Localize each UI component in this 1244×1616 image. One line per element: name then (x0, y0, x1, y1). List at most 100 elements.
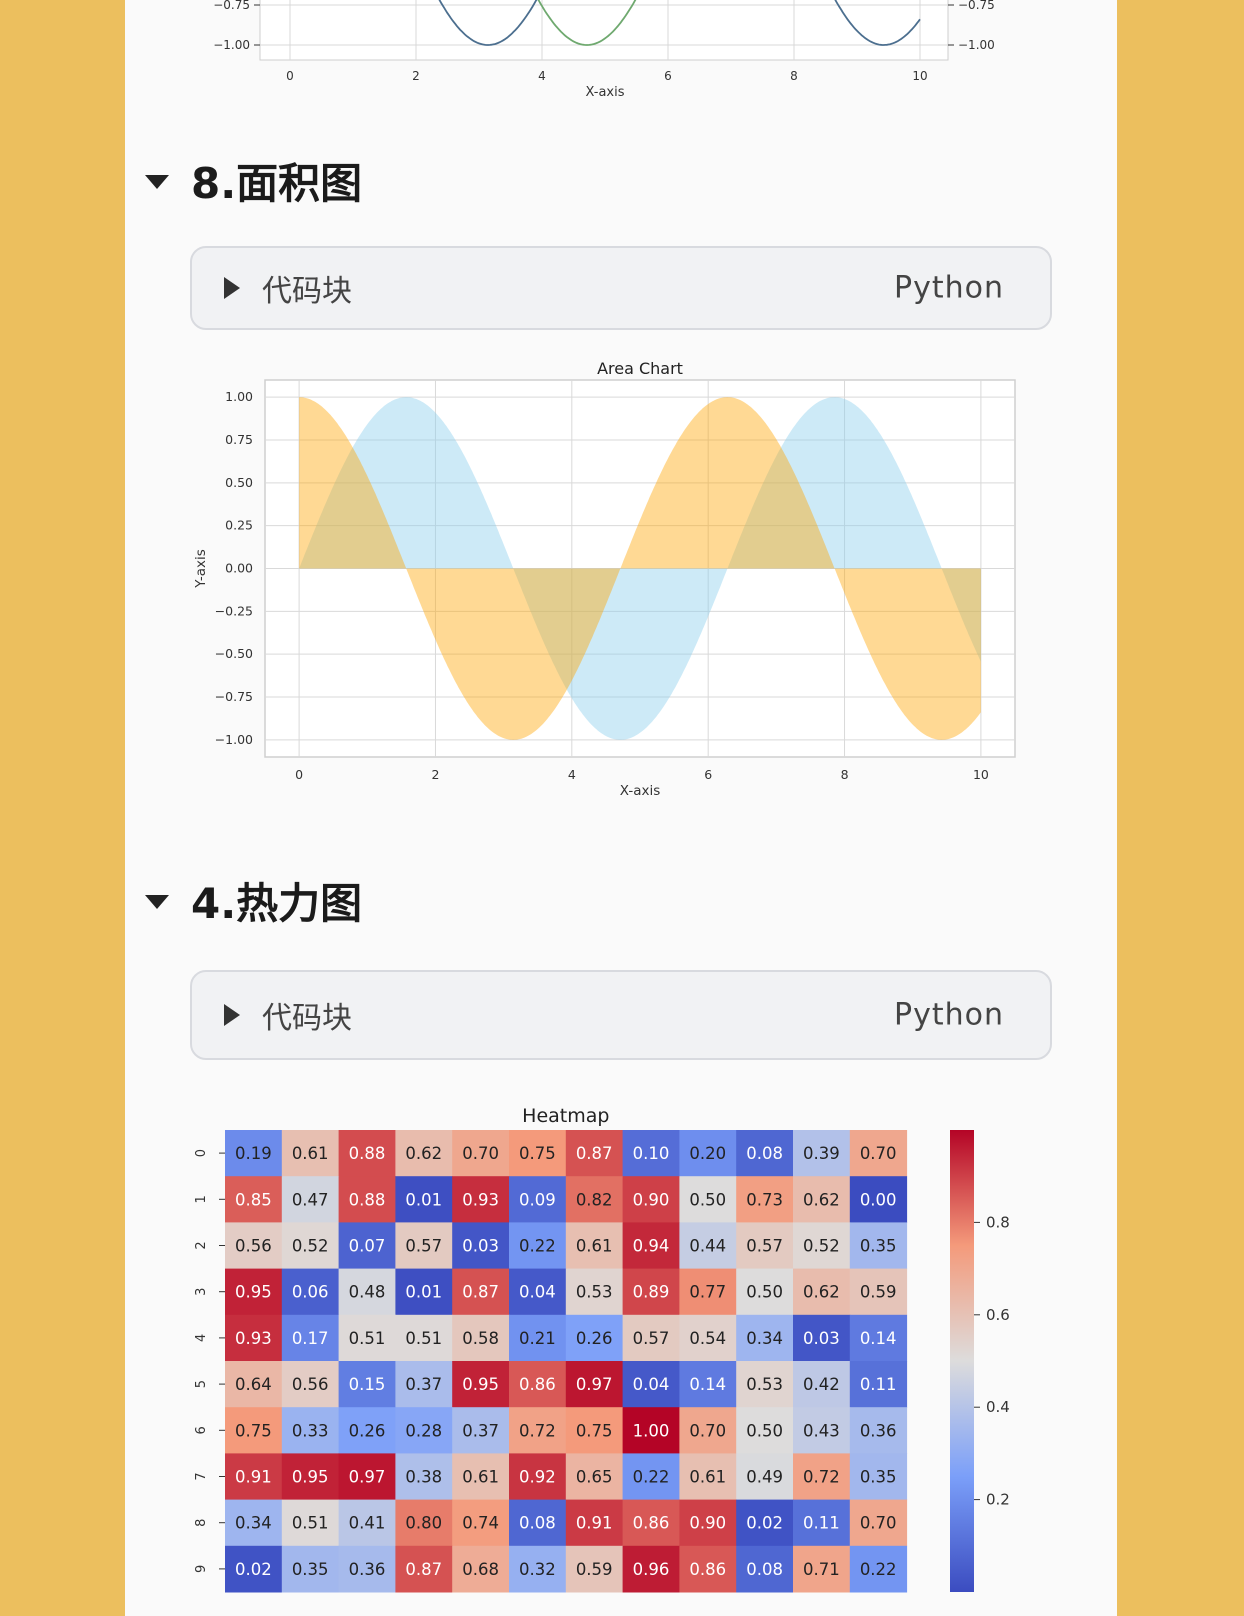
heatmap-cell (395, 1176, 453, 1223)
cell-value-label: 0.56 (292, 1375, 329, 1394)
cell-value-label: 0.85 (235, 1190, 272, 1209)
cell-value-label: 0.52 (803, 1237, 840, 1256)
heatmap-cell (509, 1176, 567, 1223)
code-block-heatmap[interactable]: 代码块 Python (190, 970, 1052, 1060)
heatmap-cell (565, 1222, 624, 1270)
cell-value-label: 0.38 (405, 1468, 442, 1487)
cell-value-label: 0.61 (576, 1237, 613, 1256)
heatmap-cell (509, 1407, 567, 1454)
cell-value-label: 0.08 (519, 1514, 556, 1533)
heatmap-cell (622, 1407, 680, 1454)
cell-value-label: 0.02 (235, 1560, 272, 1579)
cell-value-label: 0.53 (576, 1283, 613, 1302)
heatmap-cell (736, 1268, 794, 1316)
heatmap-cell (338, 1130, 396, 1177)
cell-value-label: 0.39 (803, 1144, 840, 1163)
section-heading-heatmap[interactable]: 4.热力图 (145, 870, 362, 930)
heatmap-cell (452, 1314, 510, 1362)
heatmap-cell (793, 1314, 851, 1362)
heatmap-cell (509, 1222, 567, 1270)
heatmap-cell (793, 1268, 851, 1316)
collapse-triangle-icon[interactable] (145, 895, 169, 909)
cell-value-label: 0.01 (405, 1283, 442, 1302)
heatmap-cell (565, 1545, 624, 1593)
cell-value-label: 0.91 (235, 1468, 272, 1487)
cell-value-label: 0.07 (349, 1237, 386, 1256)
cell-value-label: 0.65 (576, 1468, 613, 1487)
cell-value-label: 0.35 (292, 1560, 329, 1579)
expand-play-icon[interactable] (224, 277, 240, 299)
cell-value-label: 0.50 (689, 1190, 726, 1209)
cell-value-label: 0.87 (576, 1144, 613, 1163)
code-language: Python (894, 997, 1004, 1033)
heatmap-cell (452, 1176, 510, 1223)
heatmap-cell (338, 1268, 396, 1316)
row-label: 1 (194, 1195, 209, 1203)
cell-value-label: 0.61 (462, 1468, 499, 1487)
heatmap-cell (622, 1453, 680, 1501)
heatmap-cell (281, 1545, 340, 1593)
cell-value-label: 0.75 (576, 1421, 613, 1440)
heatmap-cell (736, 1407, 794, 1454)
cell-value-label: 0.97 (349, 1468, 386, 1487)
heatmap-cell (395, 1130, 453, 1177)
heatmap-chart: 0.19 0.61 0.88 0.62 0.70 0.75 0.87 0.10 0.20 0.08… (194, 1105, 1010, 1593)
heatmap-cell (452, 1130, 510, 1177)
y-tick-label: 0.25 (225, 518, 253, 533)
cell-value-label: 0.86 (689, 1560, 726, 1579)
heatmap-cell (679, 1361, 737, 1408)
heatmap-cell (736, 1222, 794, 1270)
heatmap-cell (736, 1499, 794, 1547)
section-heading-area[interactable]: 8.面积图 (145, 150, 362, 210)
heatmap-cell (622, 1361, 680, 1408)
code-block-area[interactable]: 代码块 Python (190, 246, 1052, 330)
expand-play-icon[interactable] (224, 1004, 240, 1026)
area-chart-plot: 1.00 0.75 0.50 0.25 0.00 −0.25 −0.50 −0.75 −1.00… (193, 359, 1016, 799)
heatmap-cell (281, 1130, 340, 1177)
heatmap-plot: 0.19 0.61 0.88 0.62 0.70 0.75 0.87 0.10 0.20 0.08… (194, 1105, 1010, 1593)
cell-value-label: 0.94 (633, 1237, 670, 1256)
y-tick-label-left: −0.75 (213, 0, 250, 12)
cell-value-label: 0.21 (519, 1329, 556, 1348)
cell-value-label: 0.49 (746, 1468, 783, 1487)
heatmap-cell (565, 1268, 624, 1316)
heatmap-cell (736, 1545, 794, 1593)
x-tick-label: 4 (568, 767, 576, 782)
heatmap-cell (281, 1222, 340, 1270)
cell-value-label: 0.03 (462, 1237, 499, 1256)
cell-value-label: 0.32 (519, 1560, 556, 1579)
heatmap-cell (395, 1361, 453, 1408)
cell-value-label: 0.97 (576, 1375, 613, 1394)
heatmap-cell (281, 1268, 340, 1316)
cell-value-label: 0.34 (746, 1329, 783, 1348)
colorbar-tick-label: 0.2 (986, 1491, 1010, 1509)
heatmap-cell (509, 1545, 567, 1593)
cell-value-label: 0.50 (746, 1421, 783, 1440)
cell-value-label: 0.04 (519, 1283, 556, 1302)
heatmap-cell (565, 1361, 624, 1408)
cell-value-label: 0.73 (746, 1190, 783, 1209)
collapse-triangle-icon[interactable] (145, 175, 169, 189)
cell-value-label: 0.70 (689, 1421, 726, 1440)
row-label: 4 (194, 1334, 209, 1342)
heatmap-cell (395, 1222, 453, 1270)
cell-value-label: 0.01 (405, 1190, 442, 1209)
heatmap-cell (565, 1499, 624, 1547)
row-label: 3 (194, 1288, 209, 1296)
heatmap-cell (565, 1453, 624, 1501)
cell-value-label: 0.82 (576, 1190, 613, 1209)
heatmap-cell (225, 1130, 283, 1177)
heatmap-cell (338, 1361, 396, 1408)
heatmap-cell (509, 1453, 567, 1501)
heatmap-cell (793, 1407, 851, 1454)
heatmap-cell (793, 1453, 851, 1501)
cell-value-label: 0.43 (803, 1421, 840, 1440)
area-series-cosx (299, 397, 981, 740)
x-tick-label: 6 (664, 69, 672, 83)
heatmap-cell (622, 1314, 680, 1362)
heatmap-cell (736, 1361, 794, 1408)
heatmap-cell (338, 1407, 396, 1454)
y-tick-label: 0.00 (225, 561, 253, 576)
heatmap-cell (509, 1130, 567, 1177)
x-tick-label: 0 (286, 69, 294, 83)
